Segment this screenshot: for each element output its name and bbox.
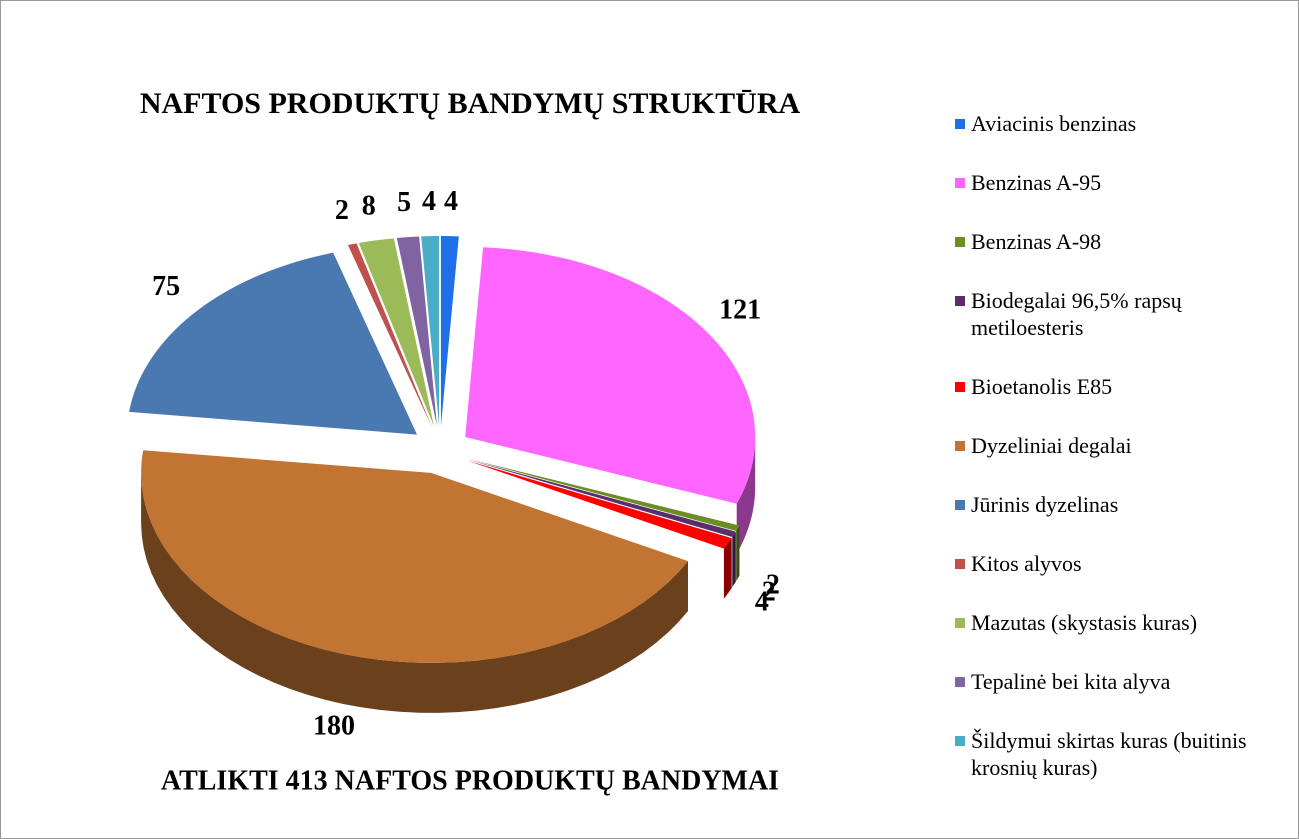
legend-swatch — [955, 736, 965, 746]
slice-side — [141, 472, 689, 713]
legend-swatch — [955, 500, 965, 510]
slice — [440, 236, 459, 427]
legend-label: Aviacinis benzinas — [971, 111, 1137, 136]
legend-entry: Šildymui skirtas kuras (buitinis krosnių… — [955, 727, 1285, 781]
chart-subtitle: ATLIKTI 413 NAFTOS PRODUKTŲ BANDYMAI — [161, 765, 779, 796]
slice — [466, 460, 732, 549]
data-label: 180 — [313, 710, 355, 741]
legend-entry: Jūrinis dyzelinas — [955, 491, 1285, 518]
slice-side — [736, 436, 756, 554]
slice — [129, 252, 418, 435]
slice — [358, 238, 435, 427]
legend-entry: Bioetanolis E85 — [955, 373, 1285, 400]
data-label: 5 — [397, 187, 411, 218]
legend-label: Šildymui skirtas kuras (buitinis krosnių… — [971, 728, 1247, 780]
slice — [421, 236, 440, 427]
legend-label: Kitos alyvos — [971, 551, 1082, 576]
legend-entry: Aviacinis benzinas — [955, 110, 1285, 137]
legend-entry: Dyzeliniai degalai — [955, 432, 1285, 459]
legend: Aviacinis benzinas Benzinas A-95 Benzinas … — [955, 110, 1285, 813]
legend-label: Mazutas (skystasis kuras) — [971, 610, 1198, 635]
slice — [396, 236, 437, 427]
data-label: 4 — [422, 186, 436, 217]
data-label: 8 — [362, 191, 376, 222]
slice — [467, 459, 736, 538]
legend-swatch — [955, 441, 965, 451]
legend-swatch — [955, 237, 965, 247]
legend-label: Biodegalai 96,5% rapsų metiloesteris — [971, 288, 1182, 340]
slice — [141, 450, 689, 663]
legend-swatch — [955, 178, 965, 188]
slice-side — [723, 538, 732, 599]
legend-label: Jūrinis dyzelinas — [971, 492, 1119, 517]
legend-entry: Tepalinė bei kita alyva — [955, 668, 1285, 695]
slice-side — [736, 525, 740, 581]
legend-entry: Benzinas A-98 — [955, 228, 1285, 255]
legend-label: Dyzeliniai degalai — [971, 433, 1132, 458]
legend-entry: Mazutas (skystasis kuras) — [955, 609, 1285, 636]
data-label: 2 — [766, 570, 780, 601]
legend-swatch — [955, 382, 965, 392]
data-label: 4 — [755, 587, 769, 618]
data-label: 121 — [719, 295, 761, 326]
data-label: 2 — [762, 577, 776, 608]
legend-swatch — [955, 119, 965, 129]
chart-title: NAFTOS PRODUKTŲ BANDYMŲ STRUKTŪRA — [140, 87, 801, 120]
legend-swatch — [955, 296, 965, 306]
legend-entry: Kitos alyvos — [955, 550, 1285, 577]
legend-swatch — [955, 677, 965, 687]
slice — [465, 247, 756, 504]
legend-entry: Biodegalai 96,5% rapsų metiloesteris — [955, 287, 1285, 341]
legend-label: Bioetanolis E85 — [971, 374, 1113, 399]
legend-swatch — [955, 559, 965, 569]
data-label: 4 — [444, 186, 458, 217]
legend-label: Benzinas A-98 — [971, 229, 1102, 254]
slice-side — [732, 531, 736, 588]
legend-swatch — [955, 618, 965, 628]
legend-entry: Benzinas A-95 — [955, 169, 1285, 196]
slice — [467, 458, 740, 531]
data-label: 75 — [152, 271, 180, 302]
legend-label: Tepalinė bei kita alyva — [971, 669, 1171, 694]
slice — [347, 243, 432, 427]
legend-label: Benzinas A-95 — [971, 170, 1102, 195]
data-label: 2 — [335, 195, 349, 226]
